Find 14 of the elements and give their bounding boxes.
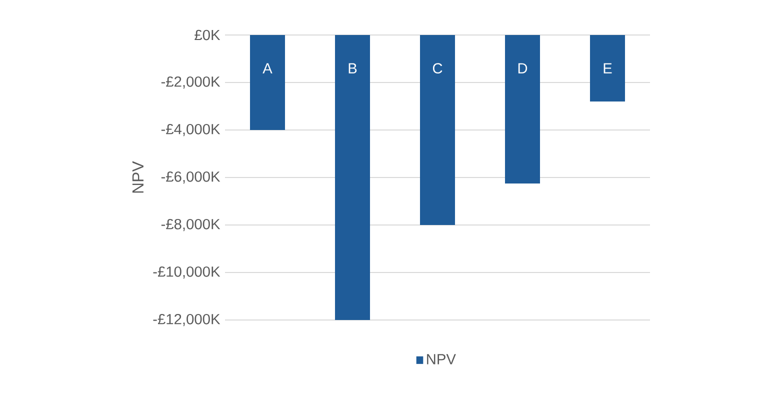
- x-tick-label: A: [262, 63, 272, 74]
- y-axis-title: NPV: [132, 161, 144, 193]
- y-tick-label: -£4,000K: [161, 124, 220, 136]
- y-tick-label: -£10,000K: [153, 266, 220, 279]
- y-tick-label: -£12,000K: [153, 314, 220, 326]
- y-tick-label: -£8,000K: [161, 218, 220, 232]
- x-tick-label: B: [348, 63, 357, 74]
- y-tick-label: £0K: [194, 30, 220, 40]
- y-tick-label: -£6,000K: [161, 171, 220, 184]
- y-tick-label: -£2,000K: [161, 76, 220, 89]
- x-tick-label: D: [518, 63, 528, 74]
- x-tick-label: E: [604, 63, 612, 74]
- x-tick-label: C: [432, 63, 442, 74]
- legend-label: NPV: [427, 354, 456, 364]
